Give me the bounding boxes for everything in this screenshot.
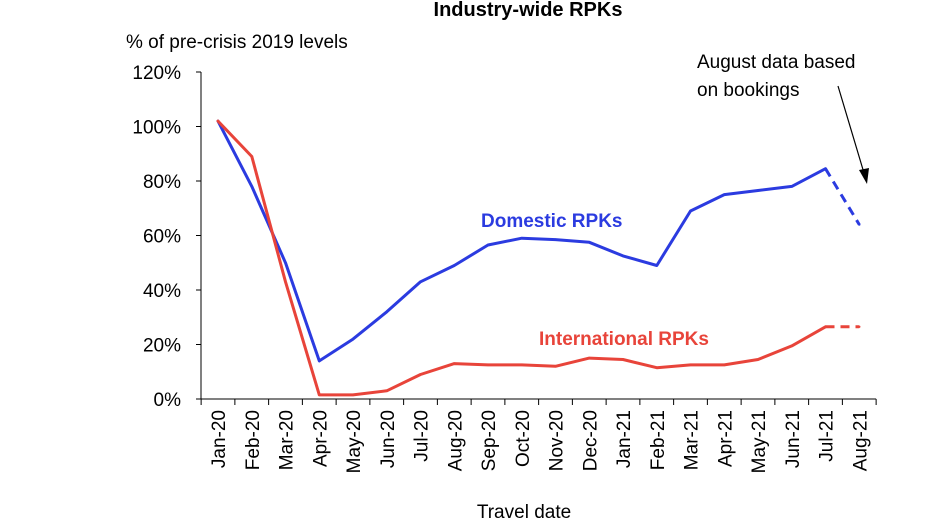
data-point [250,155,253,158]
data-point [621,254,625,258]
series-label-domestic: Domestic RPKs [481,211,623,232]
axes: 0% 20% 40% 60% 80% 100% 120% Jan-20 Feb-20 Mar-20… [132,63,877,473]
data-point [520,237,523,240]
data-point [351,393,355,397]
data-point [588,241,591,244]
x-tick-label: May-20 [344,410,365,473]
x-tick-label: Jun-20 [378,410,399,468]
data-point [419,280,422,283]
data-point [790,344,793,348]
series-international [216,119,861,397]
data-point [318,393,321,397]
y-tick-label: 120% [132,63,181,84]
data-point [655,366,658,369]
data-point [216,119,220,123]
data-point [385,310,388,313]
x-tick-label: Sep-20 [479,410,500,471]
x-tick-label: Mar-21 [682,410,703,470]
series-line-actual [216,119,827,397]
x-tick-label: Mar-20 [277,410,298,470]
y-tick-label: 0% [154,390,182,411]
y-tick-label: 60% [143,227,181,248]
x-tick-label: Aug-20 [445,410,466,471]
data-point [858,325,861,328]
x-tick-label: Aug-21 [850,410,871,471]
data-point [824,325,827,328]
series-domestic [216,119,861,363]
data-point [824,167,827,170]
y-axis-label: % of pre-crisis 2019 levels [126,32,348,53]
series-line-actual [216,119,827,363]
series-label-international: International RPKs [539,329,709,350]
x-tick-label: Apr-20 [310,410,331,467]
data-point [689,363,692,367]
x-tick-label: Jan-20 [209,410,230,468]
data-point [858,223,861,226]
data-point [284,261,287,264]
data-point [520,363,523,367]
x-tick-label: Nov-20 [547,410,568,471]
x-tick-label: Jan-21 [614,410,635,468]
annotation-line-2: on bookings [697,80,799,101]
data-point [385,389,388,392]
x-tick-label: Jul-21 [817,410,838,462]
x-tick-label: Dec-20 [580,410,601,471]
data-point [689,209,692,213]
y-tick-label: 20% [143,336,181,357]
data-point [486,363,490,367]
y-tick-label: 80% [143,172,181,193]
series-layer [216,119,861,397]
y-tick-label: 40% [143,281,181,302]
data-point [588,356,591,360]
data-point [621,358,625,361]
data-point [250,185,253,188]
data-point [554,238,557,241]
data-point [655,264,658,267]
x-tick-label: Feb-21 [648,410,669,470]
data-point [756,358,760,361]
data-point [351,337,355,341]
chart-title: Industry-wide RPKs [434,0,623,21]
x-tick-label: Feb-20 [243,410,264,470]
data-point [723,193,726,196]
x-tick-label: Jun-21 [783,410,804,468]
data-point [453,264,456,267]
data-point [790,185,793,188]
data-point [723,363,726,367]
data-point [756,189,760,192]
data-point [318,359,321,363]
data-point [453,362,456,365]
series-line-projected [824,167,861,226]
x-axis-label: Travel date [477,502,571,523]
y-tick-label: 100% [132,118,181,139]
annotation-arrow [837,85,869,184]
data-point [284,280,287,283]
x-tick-label: Jul-20 [412,410,433,462]
x-tick-label: May-21 [749,410,770,473]
x-tick-label: Oct-20 [513,410,534,467]
annotation-line-1: August data based [697,52,855,73]
x-tick-label: Apr-21 [715,410,736,467]
data-point [486,243,490,247]
data-point [419,373,422,376]
data-point [554,365,557,368]
